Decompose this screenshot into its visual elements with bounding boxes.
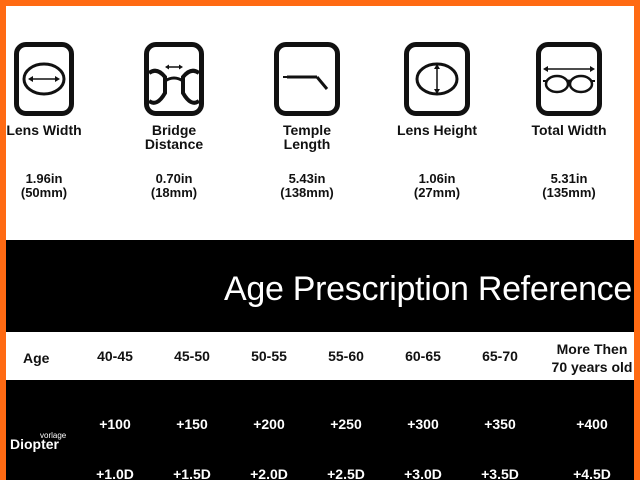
page-title: Age Prescription Reference <box>224 270 632 308</box>
lens-width-value: 1.96in (50mm) <box>20 171 68 200</box>
age-range: 50-55 <box>251 348 287 364</box>
plus-value: +150 <box>176 416 208 432</box>
age-range: 55-60 <box>328 348 364 364</box>
plus-value: +100 <box>99 416 131 432</box>
age-range: 60-65 <box>405 348 441 364</box>
total-width-label: Total Width <box>531 122 607 138</box>
diopter-value: +1.5D <box>173 466 211 480</box>
plus-value: +350 <box>484 416 516 432</box>
watermark-text: vorlage <box>40 431 67 440</box>
diopter-value: +2.5D <box>327 466 365 480</box>
total-width-icon <box>536 42 602 116</box>
diopter-value: +2.0D <box>250 466 288 480</box>
measurements-section: Lens Width 1.96in (50mm) Bridge Distance… <box>6 6 634 240</box>
diopter-value: +4.5D <box>573 466 611 480</box>
lens-height-label: Lens Height <box>396 122 478 138</box>
infographic-frame: Lens Width 1.96in (50mm) Bridge Distance… <box>6 6 634 480</box>
temple-length-value: 5.43in (138mm) <box>280 171 334 200</box>
temple-length-label: Temple Length <box>283 122 331 152</box>
plus-value: +400 <box>576 416 608 432</box>
plus-value: +250 <box>330 416 362 432</box>
age-header: Age <box>23 350 50 366</box>
age-row: Age 40-45 45-50 50-55 55-60 60-65 65-70 … <box>6 332 634 380</box>
age-range: 45-50 <box>174 348 210 364</box>
diopter-section: Diopter vorlage +100 +150 +200 +250 +300… <box>6 380 634 480</box>
bridge-distance-label: Bridge Distance <box>144 122 204 152</box>
bridge-distance-icon <box>144 42 204 116</box>
lens-width-icon <box>14 42 74 116</box>
lens-height-value: 1.06in (27mm) <box>413 171 461 200</box>
bridge-distance-value: 0.70in (18mm) <box>150 171 198 200</box>
diopter-value: +1.0D <box>96 466 134 480</box>
diopter-label: Diopter <box>10 436 59 452</box>
lens-width-label: Lens Width <box>6 122 82 138</box>
plus-value: +300 <box>407 416 439 432</box>
lens-height-icon <box>404 42 470 116</box>
age-range-over-70: More Then 70 years old <box>551 341 633 375</box>
title-band: Age Prescription Reference <box>6 240 634 332</box>
age-range: 40-45 <box>97 348 133 364</box>
diopter-value: +3.0D <box>404 466 442 480</box>
temple-length-icon <box>274 42 340 116</box>
plus-value: +200 <box>253 416 285 432</box>
age-range: 65-70 <box>482 348 518 364</box>
total-width-value: 5.31in (135mm) <box>542 171 596 200</box>
diopter-value: +3.5D <box>481 466 519 480</box>
